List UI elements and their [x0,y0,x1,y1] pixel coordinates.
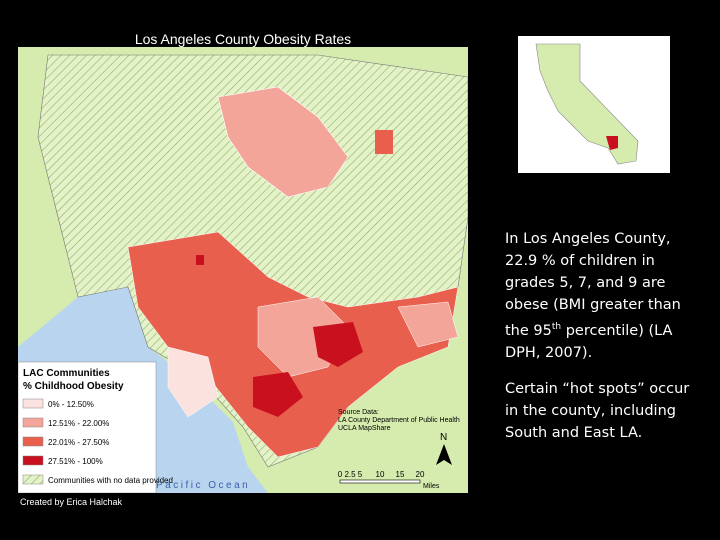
map: LAC Communities % Childhood Obesity 0% -… [18,47,468,493]
scale-label: 5 [358,470,363,479]
ocean-label: Pacific Ocean [156,480,250,491]
north-label: N [440,432,447,443]
legend-title: LAC Communities [23,368,110,379]
scale-label: 0 [338,470,343,479]
source-line: LA County Department of Public Health [338,417,460,424]
region [397,301,459,348]
source-line: UCLA MapShare [338,425,391,432]
legend-swatch [22,436,44,447]
legend-swatch [22,455,44,466]
legend-box [18,361,157,493]
legend-label: 0% - 12.50% [48,400,94,409]
credit: Created by Erica Halchak [20,497,123,507]
scale-label: 2.5 [344,470,356,479]
scale-unit: Miles [423,483,440,490]
paragraph: Certain “hot spots” occur in the county,… [505,381,690,441]
region [196,255,204,265]
california [535,43,639,165]
region [253,372,303,417]
scale-bar [339,479,421,484]
region [167,346,219,418]
scale-label: 15 [396,470,405,479]
legend-label: Communities with no data provided [48,476,173,485]
text: In Los Angeles County, 22.9 % of childre… [505,231,681,339]
text: percentile) (LA DPH, 2007). [505,322,673,361]
region [217,86,349,198]
slide-title: Los Angeles County Obesity Rates [134,31,352,47]
legend-swatch [22,474,44,485]
la-county [606,136,618,150]
source-line: Source Data: [338,409,379,416]
north-arrow [436,444,452,465]
legend-label: 12.51% - 22.00% [48,419,109,428]
paragraph: In Los Angeles County, 22.9 % of childre… [505,228,700,364]
legend-label: 22.01% - 27.50% [48,438,109,447]
inset-map [518,36,670,173]
legend-swatch [22,398,44,409]
region [375,130,393,154]
scale-label: 20 [416,470,425,479]
legend-swatch [22,417,44,428]
legend-subtitle: % Childhood Obesity [23,381,124,392]
superscript: th [551,322,562,332]
legend-label: 27.51% - 100% [48,457,103,466]
region [313,322,363,367]
scale-label: 10 [376,470,385,479]
